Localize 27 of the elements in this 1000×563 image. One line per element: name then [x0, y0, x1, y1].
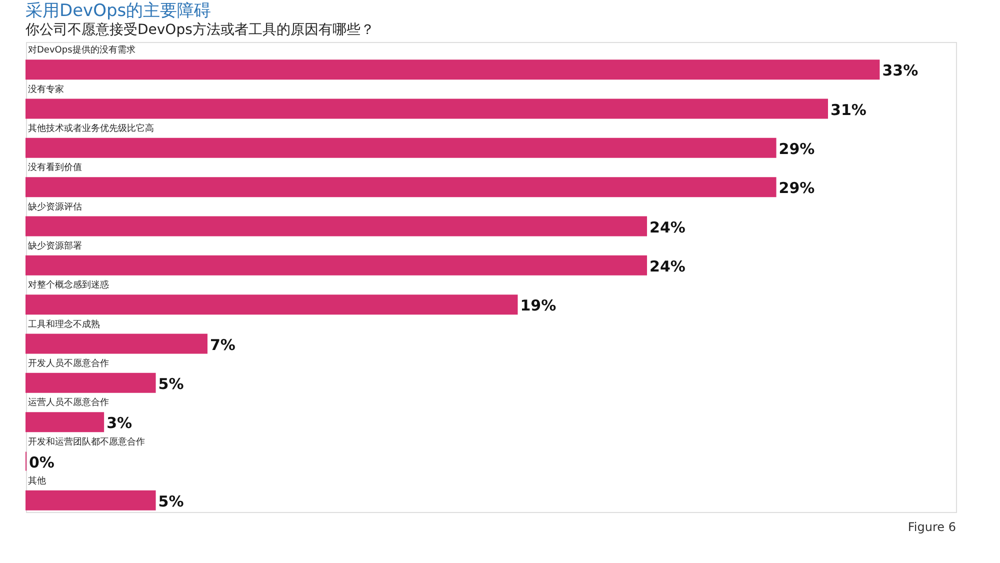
data-label: 0%	[29, 453, 54, 472]
y-tick-label: 没有专家	[28, 84, 64, 95]
y-tick-label: 工具和理念不成熟	[28, 318, 100, 330]
data-label: 7%	[210, 336, 236, 354]
y-tick-label: 对整个概念感到迷惑	[28, 280, 109, 291]
y-tick-label: 其他技术或者业务优先级比它高	[28, 122, 154, 134]
data-label: 5%	[158, 374, 184, 393]
y-tick-label: 缺少资源评估	[28, 201, 82, 212]
caption: Figure 6	[908, 520, 956, 534]
chart-title: 采用DevOps的主要障碍	[26, 1, 212, 21]
data-label: 24%	[650, 218, 686, 236]
data-label: 29%	[778, 179, 815, 198]
y-tick-label: 运营人员不愿意合作	[28, 397, 109, 408]
chart-subtitle: 你公司不愿意接受DevOps方法或者工具的原因有哪些？	[24, 22, 374, 38]
y-tick-label: 其他	[28, 475, 46, 486]
y-tick-label: 对DevOps提供的没有需求	[28, 44, 136, 56]
data-label: 5%	[158, 492, 184, 510]
data-label: 31%	[830, 100, 866, 119]
y-tick-label: 缺少资源部署	[28, 240, 82, 252]
data-label: 33%	[882, 62, 918, 80]
data-label: 19%	[520, 296, 556, 315]
y-tick-label: 开发和运营团队都不愿意合作	[28, 436, 145, 448]
data-label: 3%	[106, 414, 132, 432]
y-tick-label: 开发人员不愿意合作	[28, 358, 109, 369]
data-label: 24%	[650, 257, 686, 276]
data-label: 29%	[778, 140, 815, 158]
y-tick-label: 没有看到价值	[28, 162, 82, 174]
